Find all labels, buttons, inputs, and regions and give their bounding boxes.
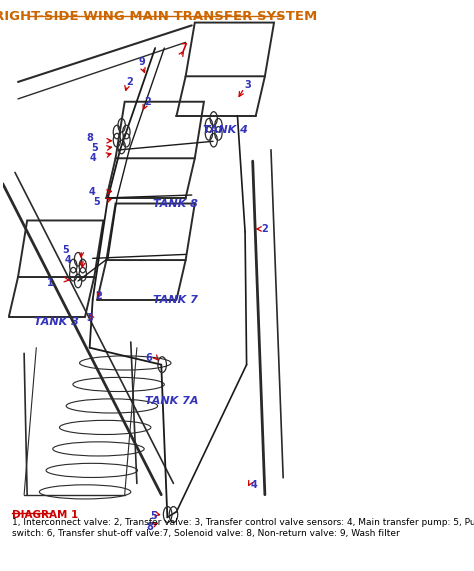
Text: 3: 3 <box>86 313 93 323</box>
Text: TANK 3: TANK 3 <box>34 317 79 327</box>
Text: 4: 4 <box>65 255 72 265</box>
Text: 2: 2 <box>95 291 102 301</box>
Text: 7: 7 <box>181 43 188 53</box>
Text: 2: 2 <box>126 77 133 87</box>
Text: 4: 4 <box>251 480 257 489</box>
Text: 4: 4 <box>89 187 95 197</box>
Text: 2: 2 <box>262 224 268 234</box>
Text: 5: 5 <box>150 510 157 521</box>
Text: 5: 5 <box>62 246 69 255</box>
Text: RIGHT-SIDE WING MAIN TRANSFER SYSTEM: RIGHT-SIDE WING MAIN TRANSFER SYSTEM <box>0 10 317 23</box>
Text: 1, Interconnect valve: 2, Transfer valve: 3, Transfer control valve sensors: 4, : 1, Interconnect valve: 2, Transfer valve… <box>12 518 474 538</box>
Text: 5: 5 <box>91 143 98 153</box>
Text: 9: 9 <box>138 57 145 67</box>
Text: TANK 4: TANK 4 <box>203 125 248 135</box>
Text: 6: 6 <box>145 353 152 363</box>
Text: TANK 7A: TANK 7A <box>145 396 199 407</box>
Text: 1: 1 <box>46 278 54 288</box>
Text: 2: 2 <box>144 96 151 107</box>
Text: 3: 3 <box>245 80 252 90</box>
Text: 8: 8 <box>146 522 154 532</box>
Text: TANK 7: TANK 7 <box>153 295 197 305</box>
Text: 8: 8 <box>86 134 93 143</box>
Text: TANK 8: TANK 8 <box>153 199 197 208</box>
Text: DIAGRAM 1: DIAGRAM 1 <box>12 510 78 520</box>
Text: 4: 4 <box>89 152 96 163</box>
Text: 5: 5 <box>93 197 100 207</box>
